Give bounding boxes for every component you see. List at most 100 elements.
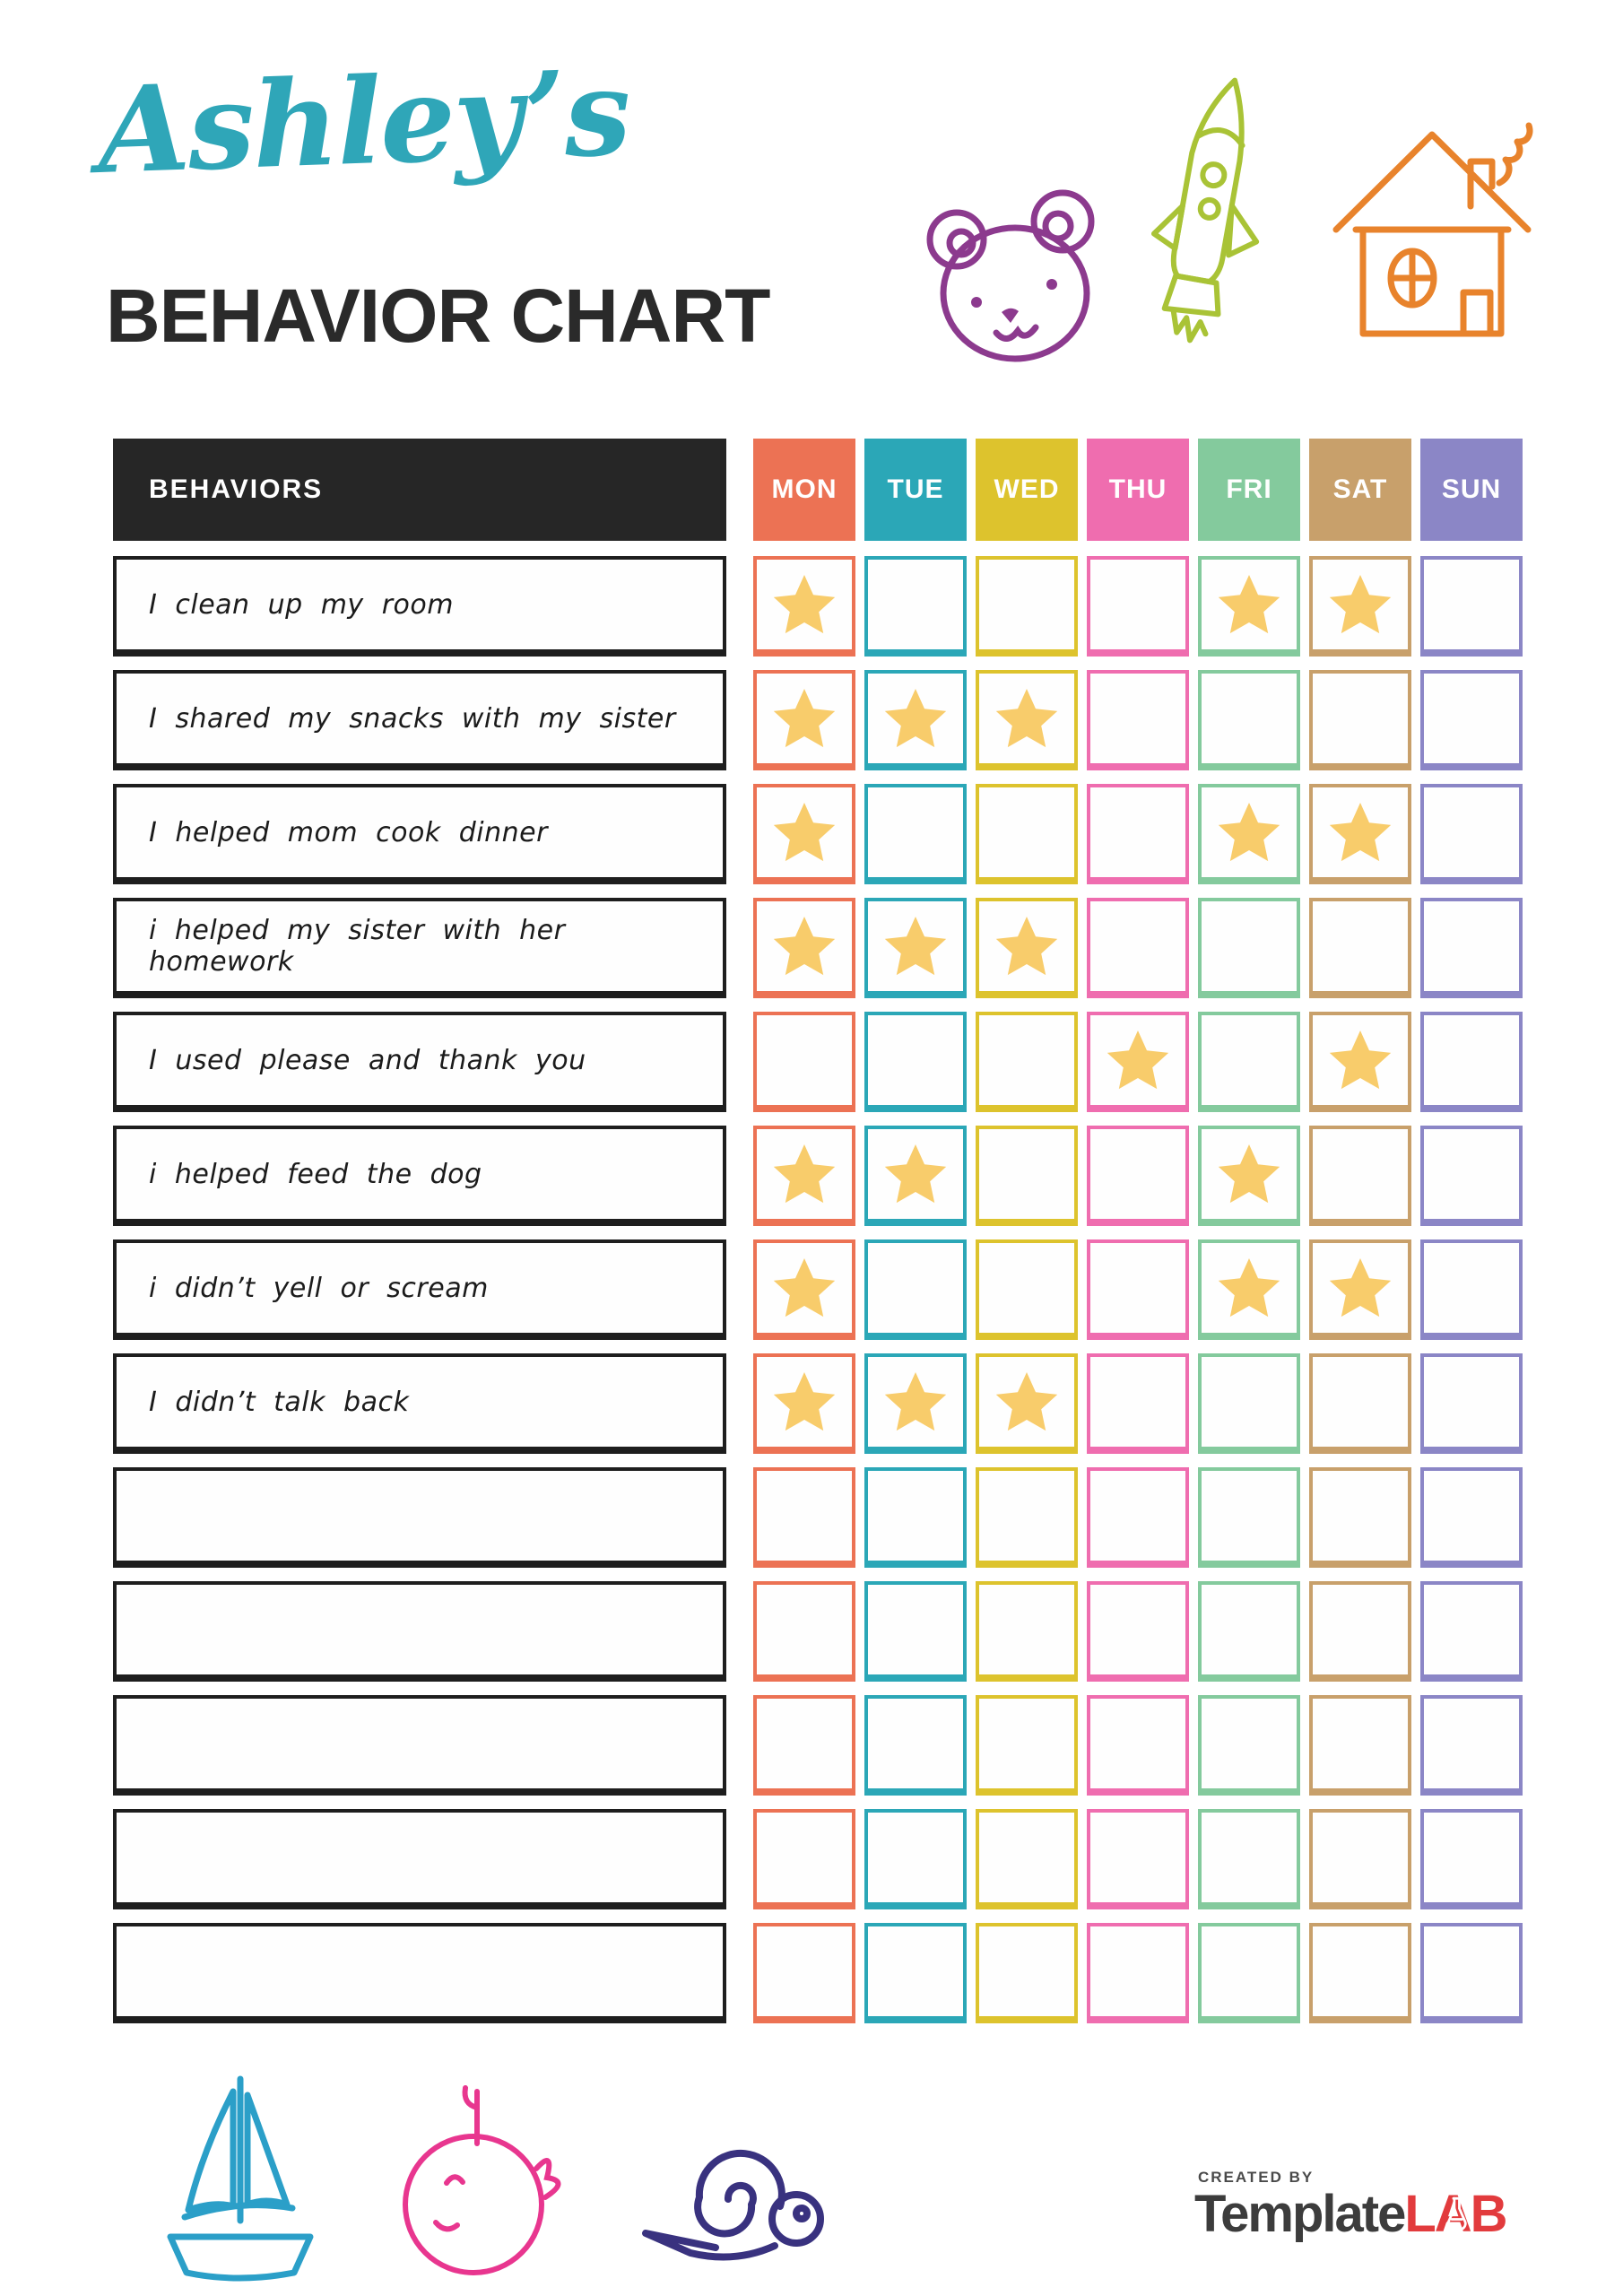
day-cell-wed[interactable] <box>976 1467 1078 1568</box>
day-cell-sat[interactable] <box>1309 556 1411 657</box>
day-cell-sat[interactable] <box>1309 1012 1411 1112</box>
behavior-label-box[interactable] <box>113 1467 726 1568</box>
star-icon <box>1329 1031 1392 1090</box>
day-cell-sat[interactable] <box>1309 1809 1411 1909</box>
day-cell-fri[interactable] <box>1198 1581 1300 1682</box>
day-cell-fri[interactable] <box>1198 1239 1300 1340</box>
day-cell-mon[interactable] <box>753 784 855 884</box>
day-cell-fri[interactable] <box>1198 670 1300 770</box>
day-cell-mon[interactable] <box>753 1581 855 1682</box>
day-cell-wed[interactable] <box>976 556 1078 657</box>
day-cell-sun[interactable] <box>1420 1126 1523 1226</box>
day-cell-mon[interactable] <box>753 1467 855 1568</box>
behavior-label-box[interactable] <box>113 1923 726 2023</box>
day-cell-tue[interactable] <box>864 556 967 657</box>
day-cell-wed[interactable] <box>976 1809 1078 1909</box>
day-cell-thu[interactable] <box>1087 1239 1189 1340</box>
day-cell-thu[interactable] <box>1087 1581 1189 1682</box>
day-cell-fri[interactable] <box>1198 1126 1300 1226</box>
day-cell-fri[interactable] <box>1198 1012 1300 1112</box>
day-cell-mon[interactable] <box>753 1353 855 1454</box>
day-cell-sun[interactable] <box>1420 898 1523 998</box>
day-cell-fri[interactable] <box>1198 1923 1300 2023</box>
day-cell-sat[interactable] <box>1309 1581 1411 1682</box>
table-row <box>113 1809 1534 1909</box>
day-cell-sun[interactable] <box>1420 784 1523 884</box>
day-cell-thu[interactable] <box>1087 1923 1189 2023</box>
day-cell-tue[interactable] <box>864 1467 967 1568</box>
day-cell-thu[interactable] <box>1087 1126 1189 1226</box>
day-cell-fri[interactable] <box>1198 1695 1300 1796</box>
day-cell-thu[interactable] <box>1087 556 1189 657</box>
day-cell-thu[interactable] <box>1087 784 1189 884</box>
day-cell-fri[interactable] <box>1198 1353 1300 1454</box>
day-cell-fri[interactable] <box>1198 784 1300 884</box>
day-cell-tue[interactable] <box>864 670 967 770</box>
day-cell-tue[interactable] <box>864 1695 967 1796</box>
day-cell-sun[interactable] <box>1420 1467 1523 1568</box>
day-cell-sun[interactable] <box>1420 1239 1523 1340</box>
day-cell-wed[interactable] <box>976 670 1078 770</box>
day-cell-sat[interactable] <box>1309 670 1411 770</box>
day-cell-sun[interactable] <box>1420 556 1523 657</box>
day-cell-sun[interactable] <box>1420 1012 1523 1112</box>
day-cell-mon[interactable] <box>753 670 855 770</box>
day-cell-wed[interactable] <box>976 898 1078 998</box>
day-cell-tue[interactable] <box>864 1126 967 1226</box>
day-cell-wed[interactable] <box>976 1012 1078 1112</box>
day-cell-thu[interactable] <box>1087 898 1189 998</box>
day-cell-sun[interactable] <box>1420 1923 1523 2023</box>
day-cell-wed[interactable] <box>976 784 1078 884</box>
day-cell-tue[interactable] <box>864 1923 967 2023</box>
day-cell-wed[interactable] <box>976 1923 1078 2023</box>
day-cell-sat[interactable] <box>1309 898 1411 998</box>
day-cell-mon[interactable] <box>753 1126 855 1226</box>
day-cell-sat[interactable] <box>1309 1923 1411 2023</box>
behavior-label-box[interactable] <box>113 1581 726 1682</box>
day-cell-sat[interactable] <box>1309 1353 1411 1454</box>
day-cell-thu[interactable] <box>1087 1012 1189 1112</box>
day-cell-mon[interactable] <box>753 1695 855 1796</box>
day-cell-tue[interactable] <box>864 1012 967 1112</box>
day-cell-sat[interactable] <box>1309 1126 1411 1226</box>
day-cell-mon[interactable] <box>753 1809 855 1909</box>
day-cell-sun[interactable] <box>1420 1695 1523 1796</box>
day-cell-fri[interactable] <box>1198 898 1300 998</box>
day-cell-tue[interactable] <box>864 898 967 998</box>
day-cell-wed[interactable] <box>976 1695 1078 1796</box>
day-cell-wed[interactable] <box>976 1126 1078 1226</box>
behavior-label-box[interactable] <box>113 1809 726 1909</box>
day-cell-wed[interactable] <box>976 1353 1078 1454</box>
day-cell-sun[interactable] <box>1420 1809 1523 1909</box>
day-cell-fri[interactable] <box>1198 1467 1300 1568</box>
day-cell-mon[interactable] <box>753 1012 855 1112</box>
behavior-label-box: i didn’t yell or scream <box>113 1239 726 1340</box>
day-cell-thu[interactable] <box>1087 1809 1189 1909</box>
day-cell-wed[interactable] <box>976 1239 1078 1340</box>
day-cell-tue[interactable] <box>864 1239 967 1340</box>
day-cell-tue[interactable] <box>864 784 967 884</box>
day-cell-wed[interactable] <box>976 1581 1078 1682</box>
day-cell-sun[interactable] <box>1420 1581 1523 1682</box>
day-cell-thu[interactable] <box>1087 1467 1189 1568</box>
day-cell-sat[interactable] <box>1309 784 1411 884</box>
day-cell-mon[interactable] <box>753 898 855 998</box>
day-cell-mon[interactable] <box>753 1923 855 2023</box>
day-cell-thu[interactable] <box>1087 1695 1189 1796</box>
day-cell-sat[interactable] <box>1309 1239 1411 1340</box>
day-cell-thu[interactable] <box>1087 1353 1189 1454</box>
day-cell-fri[interactable] <box>1198 1809 1300 1909</box>
day-cell-tue[interactable] <box>864 1581 967 1682</box>
day-cell-tue[interactable] <box>864 1353 967 1454</box>
day-cell-tue[interactable] <box>864 1809 967 1909</box>
day-cell-sat[interactable] <box>1309 1695 1411 1796</box>
day-cell-sun[interactable] <box>1420 670 1523 770</box>
day-cell-thu[interactable] <box>1087 670 1189 770</box>
behavior-label-box[interactable] <box>113 1695 726 1796</box>
day-cell-mon[interactable] <box>753 556 855 657</box>
day-cell-sat[interactable] <box>1309 1467 1411 1568</box>
day-cell-fri[interactable] <box>1198 556 1300 657</box>
day-cell-sun[interactable] <box>1420 1353 1523 1454</box>
day-cell-mon[interactable] <box>753 1239 855 1340</box>
